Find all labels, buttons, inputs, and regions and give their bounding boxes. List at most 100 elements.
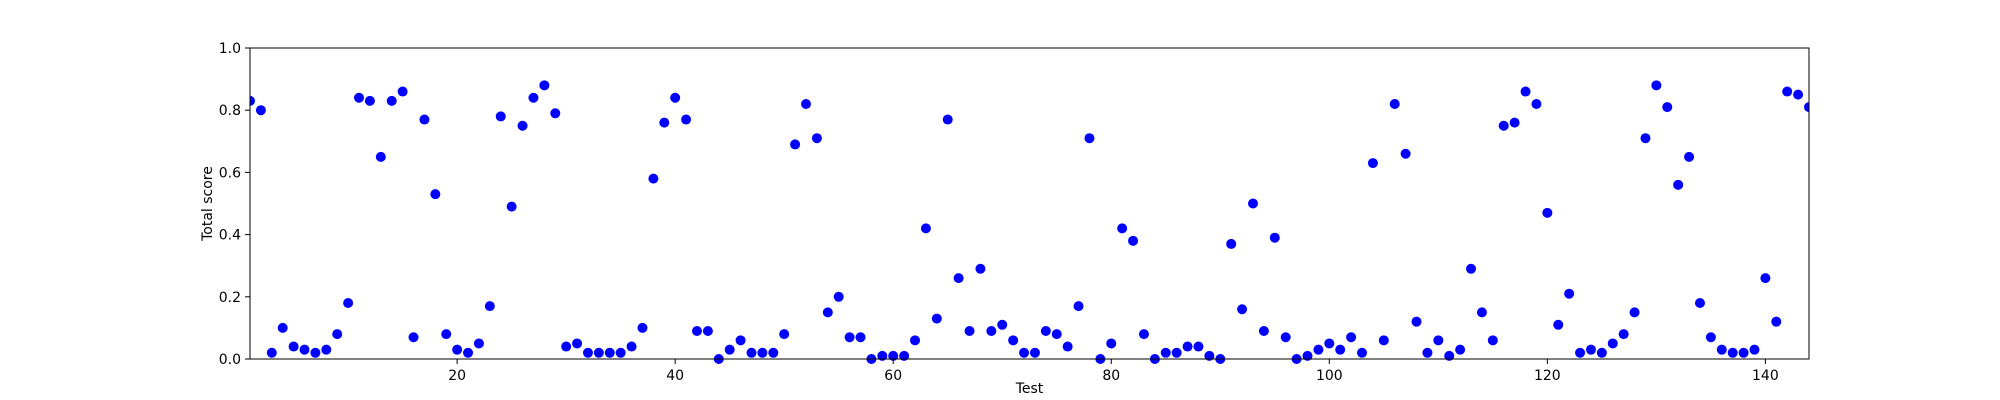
- data-point: [1346, 332, 1357, 343]
- data-point: [1575, 347, 1586, 358]
- data-point: [354, 92, 365, 103]
- y-tick-label: 0.8: [219, 103, 241, 119]
- data-point: [1335, 344, 1346, 355]
- data-point: [1160, 347, 1171, 358]
- data-point: [386, 95, 397, 106]
- data-point: [1705, 332, 1716, 343]
- y-tick-label: 0.6: [219, 165, 241, 181]
- data-point: [670, 92, 681, 103]
- data-point: [637, 322, 648, 333]
- data-point: [1193, 341, 1204, 352]
- data-point: [1204, 350, 1215, 361]
- data-point: [822, 307, 833, 318]
- data-point: [364, 95, 375, 106]
- data-point: [1520, 86, 1531, 97]
- data-point: [1226, 238, 1237, 249]
- data-point: [779, 329, 790, 340]
- data-point: [942, 114, 953, 125]
- y-tick-label: 0.2: [219, 290, 241, 306]
- data-point: [1542, 207, 1553, 218]
- data-point: [746, 347, 757, 358]
- data-point: [1269, 232, 1280, 243]
- data-point: [986, 326, 997, 337]
- x-tick-label: 140: [1752, 368, 1779, 384]
- data-point: [702, 326, 713, 337]
- data-point: [1051, 329, 1062, 340]
- x-tick-label: 60: [884, 368, 902, 384]
- data-point: [1073, 301, 1084, 312]
- data-point: [1782, 86, 1793, 97]
- data-point: [1247, 198, 1258, 209]
- data-point: [250, 95, 255, 106]
- data-point: [681, 114, 692, 125]
- data-point: [310, 347, 321, 358]
- data-point: [691, 326, 702, 337]
- data-point: [811, 133, 822, 144]
- data-point: [1084, 133, 1095, 144]
- data-point: [1694, 298, 1705, 309]
- data-point: [1553, 319, 1564, 330]
- data-point: [1357, 347, 1368, 358]
- y-axis: 0.0 0.2 0.4 0.6 0.8 1.0: [219, 41, 250, 368]
- data-point: [1564, 288, 1575, 299]
- x-tick-label: 20: [448, 368, 466, 384]
- data-point: [844, 332, 855, 343]
- data-point: [997, 319, 1008, 330]
- x-tick-label: 40: [666, 368, 684, 384]
- data-point: [768, 347, 779, 358]
- data-point: [855, 332, 866, 343]
- data-point: [593, 347, 604, 358]
- data-point: [332, 329, 343, 340]
- data-point: [277, 322, 288, 333]
- data-point: [375, 151, 386, 162]
- data-point: [343, 298, 354, 309]
- data-point: [724, 344, 735, 355]
- data-point: [1258, 326, 1269, 337]
- data-point: [1237, 304, 1248, 315]
- data-point: [495, 111, 506, 122]
- data-point: [408, 332, 419, 343]
- data-point: [1117, 223, 1128, 234]
- data-point: [1716, 344, 1727, 355]
- y-tick-label: 0.4: [219, 228, 241, 244]
- data-point: [1008, 335, 1019, 346]
- data-point: [659, 117, 670, 128]
- data-point: [1411, 316, 1422, 327]
- data-point: [484, 301, 495, 312]
- data-point: [321, 344, 332, 355]
- data-point: [266, 347, 277, 358]
- data-point: [975, 263, 986, 274]
- y-tick-label: 0.0: [219, 352, 241, 368]
- data-point: [1128, 235, 1139, 246]
- data-point: [1422, 347, 1433, 358]
- data-point: [288, 341, 299, 352]
- data-point: [1029, 347, 1040, 358]
- data-point: [550, 108, 561, 119]
- data-point: [1280, 332, 1291, 343]
- data-point: [452, 344, 463, 355]
- data-point: [473, 338, 484, 349]
- data-point: [801, 98, 812, 109]
- data-point: [1378, 335, 1389, 346]
- data-point: [1596, 347, 1607, 358]
- x-axis: 20 40 60 80 100 120 140: [448, 359, 1779, 384]
- data-point: [1062, 341, 1073, 352]
- data-point: [910, 335, 921, 346]
- data-point: [626, 341, 637, 352]
- data-point: [1498, 120, 1509, 131]
- data-point: [1509, 117, 1520, 128]
- data-point: [1684, 151, 1695, 162]
- data-point: [964, 326, 975, 337]
- data-point: [1182, 341, 1193, 352]
- data-point: [1476, 307, 1487, 318]
- data-point: [419, 114, 430, 125]
- data-point: [1466, 263, 1477, 274]
- data-point: [1106, 338, 1117, 349]
- data-point: [1662, 102, 1673, 113]
- data-point: [953, 273, 964, 284]
- data-point: [1302, 350, 1313, 361]
- data-point: [299, 344, 310, 355]
- data-point: [1019, 347, 1030, 358]
